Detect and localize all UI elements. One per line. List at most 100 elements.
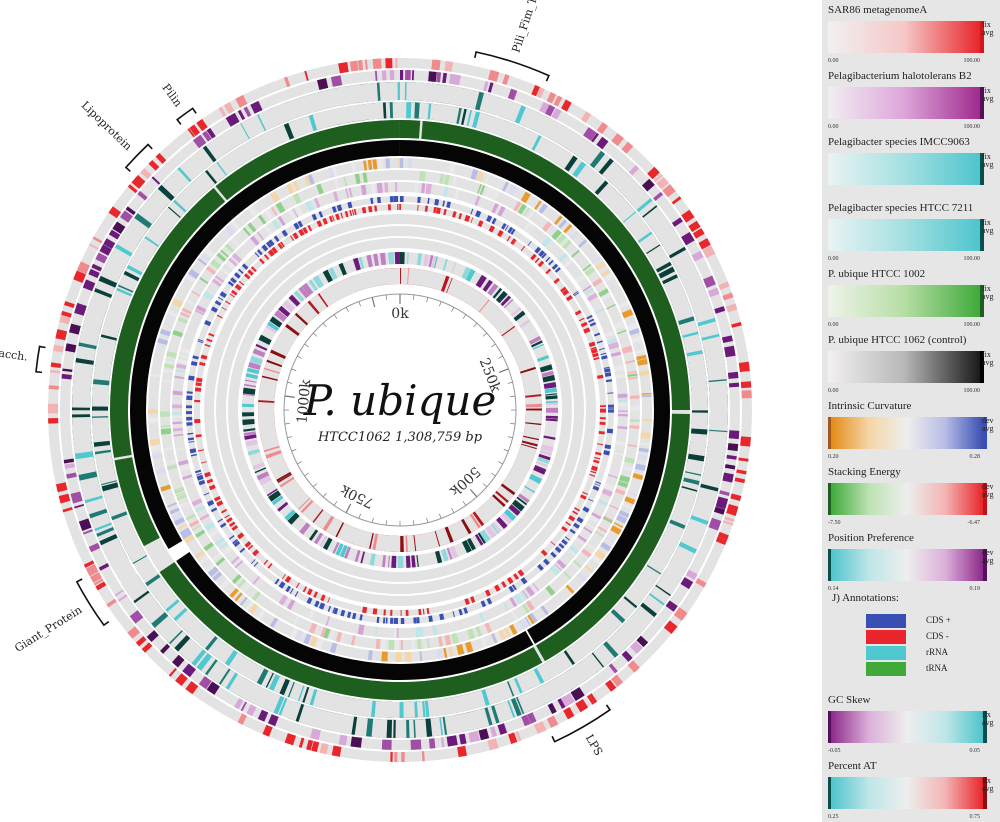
legend-item: Pelagibacter species HTCC 7211 fix avg 0.00… (826, 202, 996, 264)
legend-item-title: Pelagibacter species IMCC9063 (828, 136, 970, 148)
legend-item-title: Pelagibacter species HTCC 7211 (828, 202, 974, 214)
scale-tick (462, 501, 467, 506)
scale-tick (304, 472, 309, 477)
legend-color-scale (828, 219, 984, 251)
annotation-legend-label: tRNA (926, 663, 948, 673)
scale-tick (322, 492, 327, 498)
legend-mode-label: fix avg (982, 152, 994, 169)
legend-color-scale (828, 153, 984, 185)
scale-tick (426, 297, 429, 303)
legend-item: Percent AT fix avg 0.25 0.75 (826, 760, 996, 822)
scale-tick (413, 294, 415, 300)
legend-max-value: 0.28 (969, 454, 981, 460)
annotation-label: Giant_Protein (12, 603, 84, 655)
scale-tick (498, 368, 509, 373)
legend-mode-label: fix avg (982, 86, 994, 103)
track-spacer-c (228, 238, 572, 582)
legend-min-value: 0.00 (828, 256, 839, 262)
scale-tick (491, 472, 496, 477)
scale-tick (498, 461, 503, 465)
scale-tick (385, 294, 387, 300)
legend-mode-label: dev avg (982, 482, 994, 499)
scale-tick (426, 517, 429, 523)
track-imcc9063-detail (72, 82, 728, 738)
legend-item: SAR86 metagenomeA fix avg 0.00 100.00 (826, 4, 996, 66)
scale-tick (482, 483, 488, 488)
scale-tick (507, 436, 513, 439)
annotation-bracket (176, 107, 197, 125)
legend-max-value: 0.75 (969, 814, 981, 820)
scale-tick (297, 461, 302, 465)
legend-max-value: 100.00 (963, 58, 981, 64)
track-spacer-b (216, 226, 584, 594)
annotation-legend-row: CDS - (866, 630, 986, 644)
legend-item-title: SAR86 metagenomeA (828, 4, 928, 16)
track-htcc7211-detail (92, 102, 708, 718)
legend-item: Intrinsic Curvature dev avg 0.20 0.28 (826, 400, 996, 462)
annotation-legend-label: rRNA (926, 647, 948, 657)
scale-tick (287, 436, 293, 439)
track-cds-plus (186, 196, 614, 624)
annotation-bracket (551, 704, 612, 743)
scale-tick (312, 332, 318, 337)
scale-tick (413, 520, 415, 526)
legend-color-scale (828, 351, 984, 383)
scale-tick (385, 520, 387, 526)
annotation-label: Polysacch. (0, 343, 29, 364)
scale-tick (510, 395, 516, 397)
legend-item: Position Preference dev avg 0.14 0.19 (826, 532, 996, 594)
scale-tick (284, 423, 290, 425)
legend-item: GC Skew fix avg -0.05 0.05 (826, 694, 996, 756)
track-gc-skew (242, 252, 558, 569)
track-position-preference (172, 182, 628, 638)
track-stacking-energy (160, 170, 641, 650)
annotation-legend: J) Annotations: CDS + CDS - rRNA tRNA (826, 592, 996, 682)
genome-title: P. ubique (303, 376, 497, 425)
legend-mode-label: fix avg (982, 20, 994, 37)
legend-color-scale (828, 21, 984, 53)
scale-tick (371, 517, 374, 523)
legend-mode-label: fix avg (982, 218, 994, 235)
scale-tick-label: 1000k (294, 378, 314, 424)
scale-tick (291, 449, 297, 452)
track-spacer-a (204, 214, 596, 606)
scale-tick (333, 314, 338, 319)
annotation-swatch (866, 646, 906, 660)
annotation-label: Pilin (159, 81, 184, 109)
scale-tick (304, 343, 309, 348)
scale-tick (439, 301, 442, 307)
legend-min-value: 0.14 (828, 586, 839, 592)
scale-tick-label: 750k (338, 481, 377, 511)
scale-tick (491, 343, 496, 348)
scale-tick (297, 355, 302, 359)
scale-tick (469, 488, 478, 498)
legend-min-value: 0.00 (828, 388, 839, 394)
track-pelagibacterium (61, 70, 740, 750)
legend-item-title: P. ubique HTCC 1062 (control) (828, 334, 967, 346)
legend-min-value: -7.50 (828, 520, 841, 526)
scale-tick (473, 322, 478, 328)
legend-color-scale (828, 777, 987, 809)
legend-mode-label: dev avg (982, 548, 994, 565)
scale-tick (312, 483, 318, 488)
scale-tick (503, 449, 509, 452)
legend-color-scale (828, 711, 987, 743)
legend-item-title: Position Preference (828, 532, 914, 544)
legend-min-value: -0.05 (828, 748, 841, 754)
track-sar86 (47, 58, 752, 762)
annotation-swatch (866, 630, 906, 644)
scale-tick (498, 355, 503, 359)
legend-mode-label: fix avg (982, 284, 994, 301)
annotation-label: LPS (583, 732, 605, 758)
legend-max-value: 100.00 (963, 388, 981, 394)
legend-mode-label: fix avg (982, 350, 994, 367)
scale-tick (462, 314, 467, 319)
scale-tick (322, 322, 327, 328)
legend-item-title: Percent AT (828, 760, 877, 772)
annotation-legend-title: J) Annotations: (832, 592, 899, 604)
legend-item-title: Pelagibacterium halotolerans B2 (828, 70, 972, 82)
annotation-legend-row: CDS + (866, 614, 986, 628)
legend-mode-label: fix avg (982, 776, 994, 793)
track-intrinsic-curvature (148, 158, 652, 663)
scale-tick (451, 508, 455, 513)
